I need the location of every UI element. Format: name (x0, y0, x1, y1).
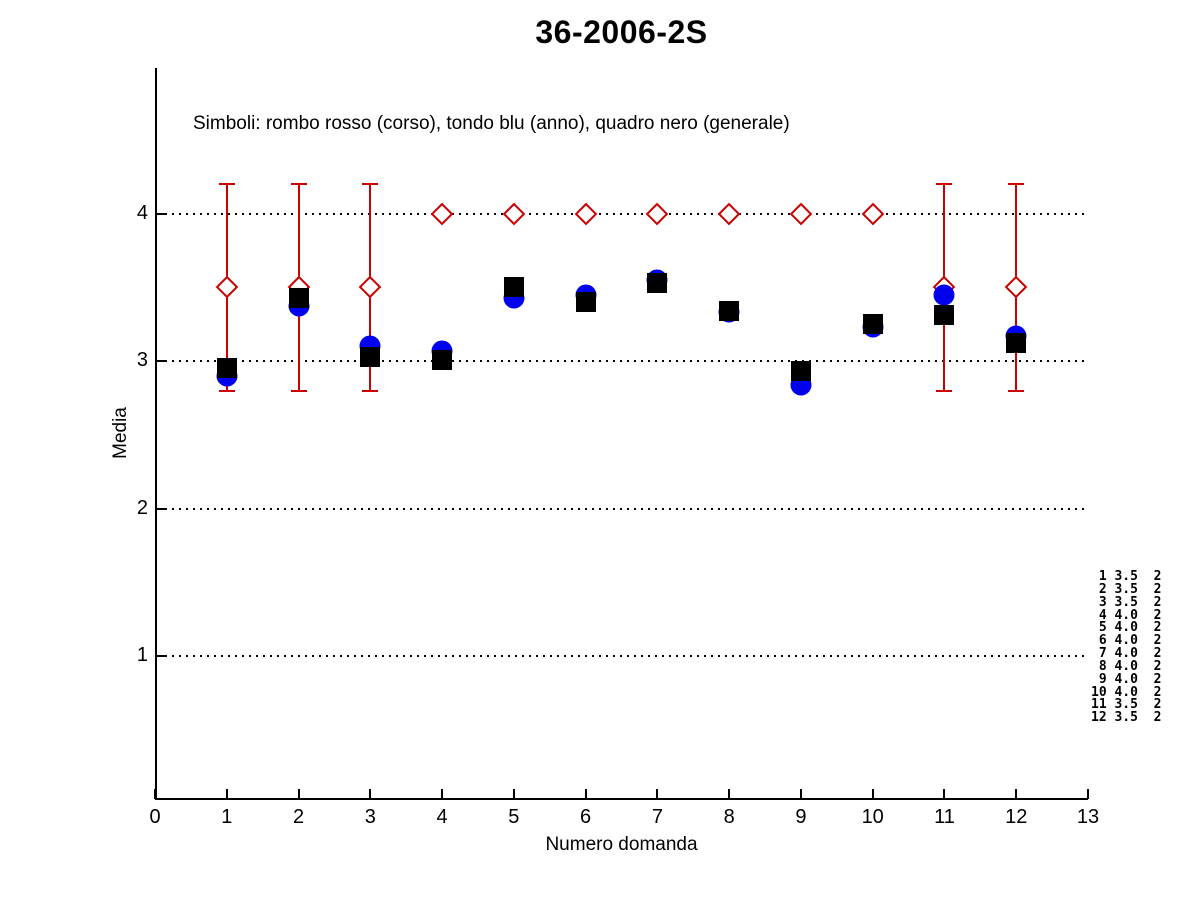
corso-diamond-marker (502, 202, 526, 225)
corso-errorbar-cap (218, 389, 235, 392)
stats-row: 1 3.5 2 (1091, 569, 1162, 584)
corso-errorbar-cap (362, 389, 379, 392)
generale-square-marker (934, 305, 955, 326)
corso-diamond-marker (215, 275, 239, 299)
corso-diamond-marker (646, 202, 669, 225)
corso-errorbar-cap (362, 183, 379, 185)
y-tick-label: 1 (136, 644, 148, 666)
x-tick (943, 789, 946, 799)
generale-square-marker (862, 314, 883, 335)
x-tick (1087, 789, 1089, 799)
stats-row: 11 3.5 2 (1091, 697, 1162, 713)
y-gridline (158, 655, 1086, 657)
x-tick-label: 8 (723, 806, 735, 828)
x-tick-label: 4 (436, 806, 448, 828)
generale-square-marker (719, 300, 740, 321)
corso-errorbar-cap (936, 183, 953, 185)
y-tick-label: 2 (136, 496, 148, 519)
corso-errorbar-cap (936, 389, 953, 392)
generale-square-marker (1006, 333, 1027, 354)
chart-title: 36-2006-2S (535, 14, 708, 50)
corso-diamond-marker (358, 275, 382, 299)
x-axis-label: Numero domanda (545, 834, 698, 855)
stats-row: 10 4.0 2 (1091, 684, 1162, 700)
y-tick (157, 360, 165, 362)
corso-diamond-marker (861, 202, 885, 225)
x-tick-label: 11 (934, 806, 955, 828)
corso-diamond-marker (717, 202, 741, 225)
generale-square-marker (575, 292, 596, 312)
y-gridline (158, 507, 1086, 510)
generale-square-marker (288, 287, 309, 308)
corso-errorbar-cap (218, 183, 235, 185)
y-tick-label: 3 (136, 349, 148, 371)
x-tick (512, 789, 515, 799)
y-gridline (158, 360, 1086, 362)
legend-text: Simboli: rombo rosso (corso), tondo blu … (193, 113, 790, 134)
x-tick (871, 789, 874, 799)
x-tick (728, 789, 731, 799)
stats-row: 8 4.0 2 (1091, 658, 1162, 674)
x-tick-label: 5 (508, 806, 520, 828)
stats-row: 2 3.5 2 (1091, 581, 1162, 597)
x-tick-label: 2 (292, 806, 305, 828)
x-tick-label: 13 (1076, 806, 1100, 828)
x-tick (1015, 789, 1018, 799)
x-tick-label: 9 (795, 806, 807, 828)
corso-diamond-marker (1004, 275, 1028, 299)
corso-errorbar-cap (290, 183, 307, 185)
x-tick-label: 12 (1005, 806, 1028, 828)
y-gridline (158, 212, 1086, 215)
generale-square-marker (216, 358, 237, 379)
x-tick-label: 0 (149, 806, 161, 828)
corso-diamond-marker (430, 202, 454, 225)
generale-square-marker (432, 349, 453, 370)
x-tick (799, 789, 802, 799)
stats-row: 9 4.0 2 (1091, 671, 1162, 687)
plot-area (155, 68, 1088, 800)
y-tick-label: 4 (136, 201, 148, 224)
x-tick (441, 789, 444, 799)
corso-errorbar-cap (1008, 389, 1025, 392)
x-tick (369, 789, 372, 799)
stats-row: 12 3.5 2 (1091, 710, 1162, 726)
x-tick (297, 789, 300, 799)
stats-table: 1 3.5 2 2 3.5 2 3 3.5 2 4 4.0 2 5 4.0 2 … (1091, 569, 1162, 726)
corso-diamond-marker (789, 202, 813, 225)
generale-square-marker (790, 361, 811, 382)
x-tick-label: 7 (651, 806, 663, 828)
x-tick-label: 1 (221, 806, 233, 828)
corso-errorbar-cap (290, 389, 307, 392)
x-tick-label: 10 (861, 806, 884, 828)
generale-square-marker (647, 272, 668, 293)
y-tick (157, 507, 165, 510)
stats-row: 6 4.0 2 (1091, 633, 1162, 649)
y-tick (157, 212, 165, 215)
corso-diamond-marker (574, 202, 597, 225)
generale-square-marker (503, 277, 524, 298)
x-tick-label: 3 (364, 806, 376, 828)
stats-row: 7 4.0 2 (1091, 646, 1162, 662)
y-axis-label: Media (110, 407, 131, 459)
x-tick (584, 789, 587, 799)
anno-circle-marker (933, 284, 955, 306)
generale-square-marker (360, 346, 381, 367)
x-tick (225, 789, 228, 799)
corso-errorbar-cap (1008, 183, 1025, 185)
y-tick (157, 655, 165, 657)
stats-row: 5 4.0 2 (1091, 620, 1162, 636)
stats-row: 4 4.0 2 (1091, 607, 1162, 623)
stats-row: 3 3.5 2 (1091, 594, 1162, 610)
x-tick (154, 789, 156, 799)
x-tick-label: 6 (580, 806, 592, 828)
x-tick (656, 789, 659, 799)
